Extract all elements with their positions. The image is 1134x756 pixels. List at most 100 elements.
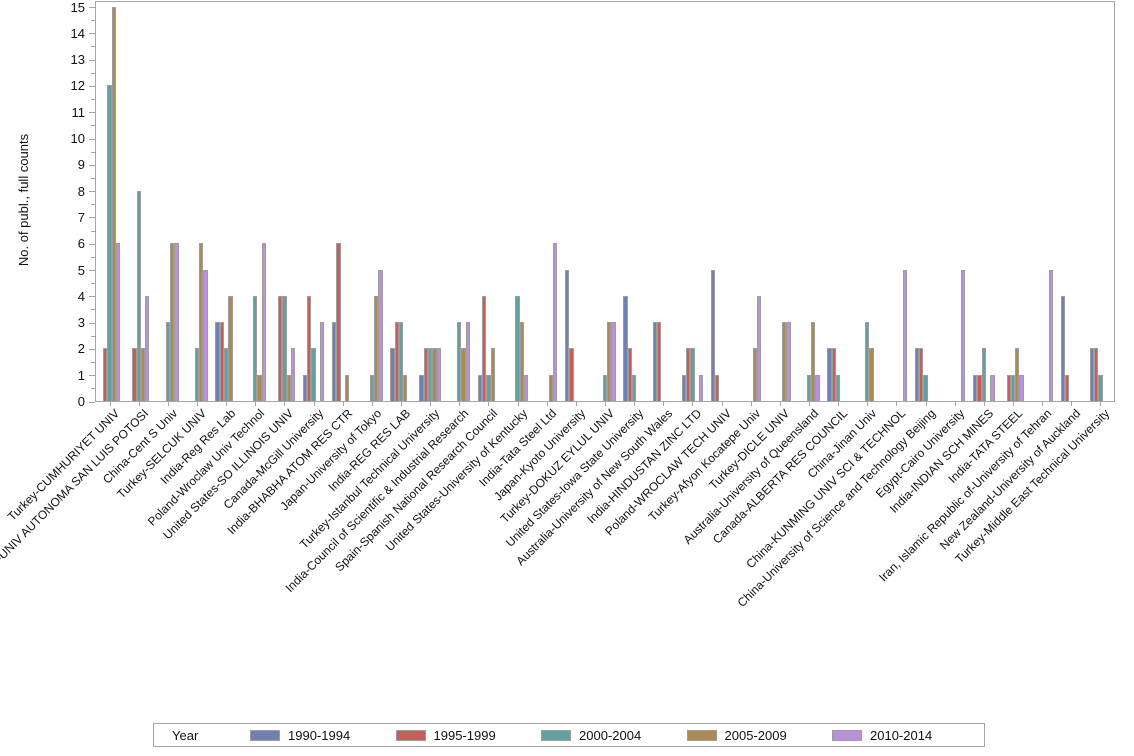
bar-1995-1999: [627, 348, 632, 401]
x-tick: [138, 402, 140, 406]
bar-2005-2009: [782, 322, 787, 401]
bar-1990-1994: [1060, 295, 1065, 401]
x-tick: [284, 402, 286, 406]
x-tick: [197, 402, 198, 406]
bar-2005-2009: [140, 348, 146, 401]
y-tick-major: [89, 375, 95, 377]
y-tick-major: [89, 270, 95, 271]
bar-1995-1999: [831, 348, 836, 401]
x-tick: [167, 402, 169, 406]
bar-2005-2009: [199, 243, 204, 401]
y-tick-minor: [91, 388, 95, 390]
bar-1990-1994: [1089, 348, 1094, 401]
bar-1995-1999: [103, 348, 108, 401]
y-tick-major: [89, 85, 95, 87]
y-tick-minor: [91, 177, 95, 179]
y-tick-label: 6: [77, 236, 85, 252]
bar-2005-2009: [752, 348, 758, 401]
x-tick: [838, 402, 840, 406]
x-tick: [896, 402, 898, 406]
x-tick: [954, 402, 956, 406]
bar-1995-1999: [977, 374, 982, 401]
bar-2005-2009: [1015, 348, 1020, 401]
bar-2010-2014: [320, 322, 325, 401]
bar-2010-2014: [203, 269, 208, 401]
x-tick: [1042, 402, 1044, 406]
y-tick-minor: [91, 72, 95, 74]
y-tick-major: [89, 138, 95, 140]
bar-2005-2009: [344, 374, 350, 401]
legend: Year 1990-1994 1995-1999 2000-2004 2005-200…: [153, 723, 985, 747]
bar-1995-1999: [685, 348, 691, 401]
bar-2000-2004: [223, 348, 229, 401]
x-tick: [109, 402, 111, 406]
bar-2010-2014: [116, 243, 121, 401]
y-tick-minor: [91, 151, 95, 153]
y-tick-label: 15: [70, 0, 85, 15]
y-tick-label: 5: [77, 262, 85, 278]
y-tick-minor: [91, 256, 95, 258]
bar-2005-2009: [257, 374, 262, 401]
bar-2010-2014: [611, 322, 616, 401]
bar-2005-2009: [228, 295, 233, 401]
y-tick-major: [89, 7, 95, 8]
bar-2010-2014: [757, 295, 762, 401]
bar-2000-2004: [107, 85, 112, 401]
bar-2000-2004: [369, 374, 374, 401]
x-tick: [430, 402, 432, 406]
bar-1990-1994: [652, 322, 657, 401]
bar-2000-2004: [631, 374, 637, 401]
bar-2000-2004: [282, 295, 287, 401]
bar-2000-2004: [253, 295, 258, 401]
y-tick-label: 13: [70, 52, 85, 68]
bar-1995-1999: [132, 348, 137, 401]
y-tick-major: [89, 191, 95, 193]
bar-2005-2009: [403, 374, 408, 401]
bar-2000-2004: [835, 374, 841, 401]
bar-1990-1994: [565, 269, 570, 401]
legend-item: 2005-2009: [686, 728, 833, 743]
y-tick-minor: [91, 204, 95, 206]
bar-2005-2009: [170, 243, 175, 401]
bar-1990-1994: [914, 348, 920, 401]
bar-2005-2009: [461, 348, 466, 401]
bar-1995-1999: [1006, 374, 1011, 401]
bar-2010-2014: [961, 269, 966, 401]
legend-item: 1995-1999: [395, 728, 542, 743]
bar-2010-2014: [436, 348, 441, 401]
bar-1995-1999: [1064, 374, 1070, 401]
y-tick-major: [89, 59, 95, 61]
y-tick-minor: [91, 362, 95, 364]
bar-2010-2014: [990, 374, 995, 401]
bar-1990-1994: [331, 322, 337, 401]
y-tick-major: [89, 401, 95, 403]
x-tick: [575, 402, 577, 406]
bar-1995-1999: [715, 374, 720, 401]
x-tick: [1100, 402, 1102, 406]
bar-2010-2014: [145, 295, 150, 401]
bar-2010-2014: [1048, 269, 1053, 401]
bar-2010-2014: [786, 322, 791, 401]
bar-2010-2014: [902, 269, 908, 401]
legend-swatch: [541, 729, 571, 741]
y-tick-major: [89, 112, 95, 114]
bar-2005-2009: [607, 322, 612, 401]
bar-1990-1994: [681, 374, 686, 401]
x-tick: [634, 402, 636, 406]
y-tick-minor: [91, 125, 95, 127]
bar-2010-2014: [698, 374, 704, 401]
legend-item: 2010-2014: [832, 728, 978, 743]
bar-1995-1999: [277, 295, 283, 401]
bar-1995-1999: [919, 348, 924, 401]
y-tick-minor: [91, 309, 95, 311]
x-tick: [605, 402, 606, 406]
y-tick-major: [89, 322, 95, 324]
y-tick-label: 0: [77, 394, 85, 409]
y-tick-label: 11: [71, 104, 86, 120]
bar-1990-1994: [973, 374, 978, 401]
y-tick-major: [89, 164, 95, 166]
bar-1990-1994: [302, 374, 308, 401]
bar-2010-2014: [815, 374, 820, 401]
bar-2005-2009: [811, 322, 816, 401]
bar-2000-2004: [427, 348, 433, 401]
